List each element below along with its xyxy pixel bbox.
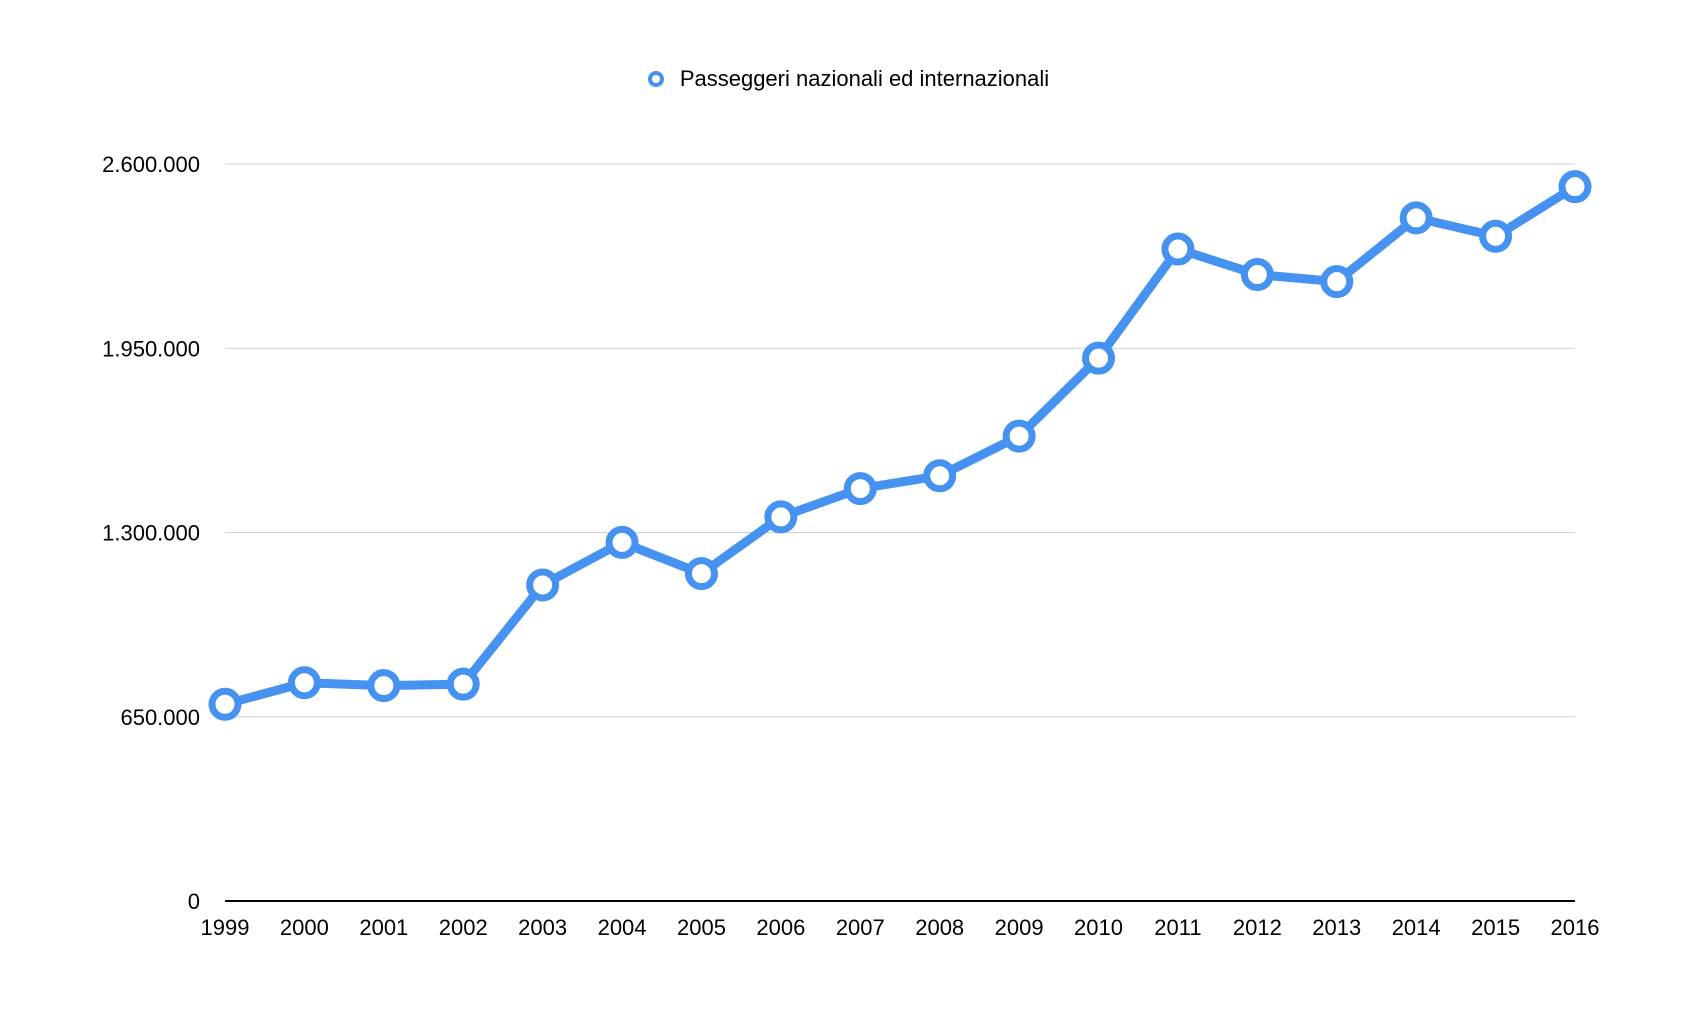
series-line bbox=[220, 182, 1580, 709]
data-point bbox=[367, 669, 401, 703]
x-tick-label: 2014 bbox=[1392, 915, 1441, 940]
x-tick-label: 2010 bbox=[1074, 915, 1123, 940]
data-point bbox=[764, 500, 798, 534]
data-point bbox=[1399, 201, 1433, 235]
x-tick-label: 2016 bbox=[1551, 915, 1600, 940]
y-tick-label: 0 bbox=[188, 889, 200, 914]
x-tick-label: 2007 bbox=[836, 915, 885, 940]
data-point bbox=[446, 667, 480, 701]
data-point bbox=[1161, 232, 1195, 266]
data-point bbox=[1558, 170, 1592, 204]
data-point bbox=[843, 472, 877, 506]
data-point bbox=[1002, 419, 1036, 453]
data-point bbox=[1082, 341, 1116, 375]
x-tick-label: 2002 bbox=[439, 915, 488, 940]
x-tick-label: 2011 bbox=[1154, 915, 1201, 940]
data-point bbox=[1320, 265, 1354, 299]
x-tick-label: 2006 bbox=[756, 915, 805, 940]
x-tick-label: 2009 bbox=[995, 915, 1044, 940]
x-tick-label: 1999 bbox=[201, 915, 250, 940]
y-tick-label: 2.600.000 bbox=[102, 152, 200, 177]
legend: Passeggeri nazionali ed internazionali bbox=[0, 66, 1695, 92]
data-point bbox=[605, 525, 639, 559]
x-tick-label: 2001 bbox=[359, 915, 408, 940]
data-point bbox=[1240, 258, 1274, 292]
x-tick-label: 2000 bbox=[280, 915, 329, 940]
x-tick-label: 2005 bbox=[677, 915, 726, 940]
data-point bbox=[1479, 219, 1513, 253]
data-point bbox=[684, 557, 718, 591]
x-tick-label: 2008 bbox=[915, 915, 964, 940]
y-tick-label: 1.300.000 bbox=[102, 521, 200, 546]
x-tick-label: 2012 bbox=[1233, 915, 1282, 940]
x-tick-label: 2003 bbox=[518, 915, 567, 940]
data-point bbox=[526, 568, 560, 602]
data-point bbox=[287, 666, 321, 700]
legend-label: Passeggeri nazionali ed internazionali bbox=[679, 66, 1050, 91]
x-tick-label: 2013 bbox=[1312, 915, 1361, 940]
x-tick-label: 2004 bbox=[598, 915, 647, 940]
data-point bbox=[923, 459, 957, 493]
legend-marker-icon bbox=[647, 71, 664, 87]
data-point bbox=[208, 687, 242, 721]
y-tick-label: 1.950.000 bbox=[102, 336, 200, 361]
x-tick-label: 2015 bbox=[1471, 915, 1520, 940]
y-tick-label: 650.000 bbox=[120, 705, 200, 730]
